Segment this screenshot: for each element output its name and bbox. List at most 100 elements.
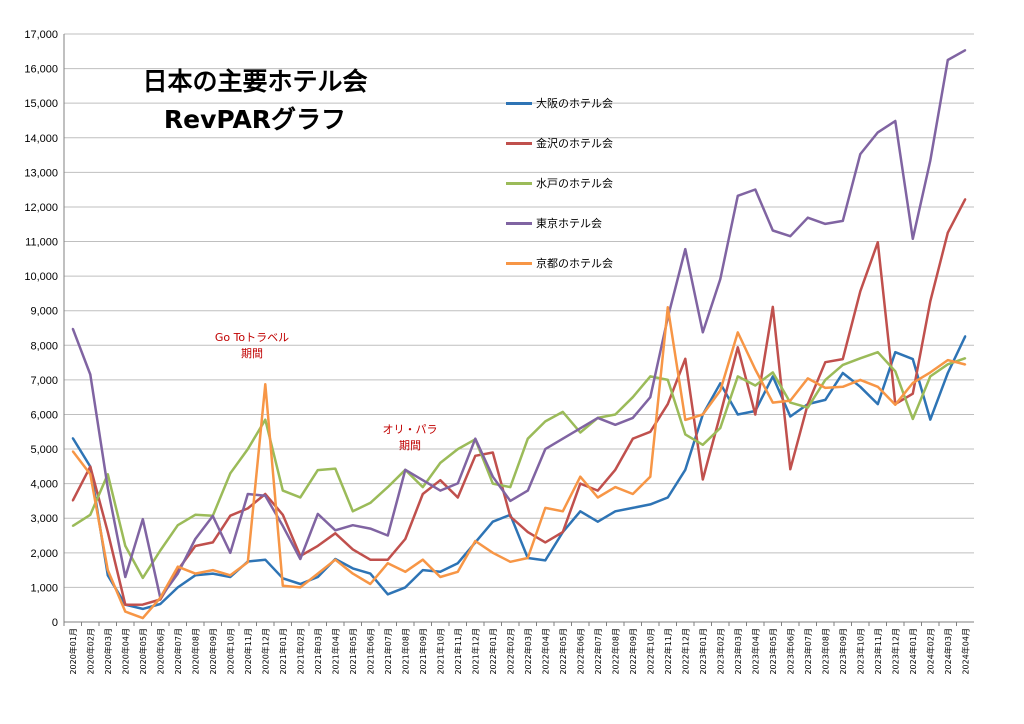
series-lines bbox=[71, 49, 967, 620]
data-point bbox=[666, 378, 669, 381]
data-point bbox=[369, 501, 372, 504]
data-point bbox=[544, 420, 547, 423]
y-tick-label: 15,000 bbox=[24, 98, 58, 110]
x-tick-label: 2022年07月 bbox=[593, 628, 603, 675]
x-tick-label: 2021年10月 bbox=[435, 628, 445, 675]
data-point bbox=[894, 370, 897, 373]
data-point bbox=[509, 499, 512, 502]
x-tick-label: 2023年09月 bbox=[838, 628, 848, 675]
legend-label-osaka: 大阪のホテル会 bbox=[536, 97, 613, 110]
data-point bbox=[456, 570, 459, 573]
y-tick-label: 3,000 bbox=[30, 513, 58, 525]
data-point bbox=[194, 574, 197, 577]
data-point bbox=[404, 586, 407, 589]
legend-swatch-kyoto bbox=[506, 262, 532, 265]
data-point bbox=[631, 493, 634, 496]
data-point bbox=[666, 306, 669, 309]
data-point bbox=[351, 567, 354, 570]
data-point bbox=[71, 327, 74, 330]
data-point bbox=[929, 159, 932, 162]
data-point bbox=[386, 486, 389, 489]
data-point bbox=[71, 450, 74, 453]
data-point bbox=[89, 513, 92, 516]
series-line-0 bbox=[71, 335, 967, 611]
data-point bbox=[649, 430, 652, 433]
y-tick-label: 9,000 bbox=[30, 306, 58, 318]
data-point bbox=[946, 371, 949, 374]
x-tick-label: 2020年01月 bbox=[68, 628, 78, 675]
data-point bbox=[176, 524, 179, 527]
data-point bbox=[229, 514, 232, 517]
data-point bbox=[876, 385, 879, 388]
data-point bbox=[666, 403, 669, 406]
data-point bbox=[386, 534, 389, 537]
data-point bbox=[736, 194, 739, 197]
y-tick-label: 13,000 bbox=[24, 167, 58, 179]
data-point bbox=[281, 513, 284, 516]
data-point bbox=[264, 558, 267, 561]
data-point bbox=[859, 357, 862, 360]
data-point bbox=[176, 565, 179, 568]
data-point bbox=[596, 489, 599, 492]
data-point bbox=[894, 403, 897, 406]
x-tick-label: 2021年04月 bbox=[330, 628, 340, 675]
data-point bbox=[159, 549, 162, 552]
data-point bbox=[299, 558, 302, 561]
y-tick-label: 11,000 bbox=[25, 237, 58, 249]
data-point bbox=[789, 468, 792, 471]
data-point bbox=[526, 489, 529, 492]
data-point bbox=[351, 548, 354, 551]
legend-swatch-osaka bbox=[506, 102, 532, 105]
data-point bbox=[579, 510, 582, 513]
data-point bbox=[106, 531, 109, 534]
data-point bbox=[929, 375, 932, 378]
data-point bbox=[824, 398, 827, 401]
data-point bbox=[824, 222, 827, 225]
data-point bbox=[421, 493, 424, 496]
data-point bbox=[474, 539, 477, 542]
data-point bbox=[911, 381, 914, 384]
data-point bbox=[946, 359, 949, 362]
data-point bbox=[299, 582, 302, 585]
data-point bbox=[579, 427, 582, 430]
x-tick-label: 2023年06月 bbox=[785, 628, 795, 675]
data-point bbox=[754, 384, 757, 387]
data-point bbox=[964, 49, 967, 52]
data-point bbox=[631, 506, 634, 509]
data-point bbox=[789, 399, 792, 402]
x-tick-label: 2020年11月 bbox=[243, 628, 253, 675]
legend-item-tokyo: 東京ホテル会 bbox=[506, 214, 666, 230]
y-tick-label: 17,000 bbox=[24, 29, 58, 41]
data-point bbox=[876, 131, 879, 134]
data-point bbox=[771, 375, 774, 378]
data-point bbox=[369, 572, 372, 575]
legend-item-osaka: 大阪のホテル会 bbox=[506, 94, 666, 110]
data-point bbox=[614, 510, 617, 513]
data-point bbox=[649, 503, 652, 506]
data-point bbox=[806, 216, 809, 219]
x-tick-label: 2020年02月 bbox=[85, 628, 95, 675]
data-point bbox=[754, 188, 757, 191]
data-point bbox=[684, 357, 687, 360]
data-point bbox=[386, 562, 389, 565]
data-point bbox=[211, 569, 214, 572]
data-point bbox=[579, 482, 582, 485]
legend-label-kanazawa: 金沢のホテル会 bbox=[536, 137, 613, 150]
legend-label-mito: 水戸のホテル会 bbox=[536, 177, 613, 190]
data-point bbox=[316, 576, 319, 579]
legend-swatch-tokyo bbox=[506, 222, 532, 225]
data-point bbox=[964, 335, 967, 338]
x-tick-label: 2022年03月 bbox=[523, 628, 533, 675]
data-point bbox=[719, 389, 722, 392]
data-point bbox=[264, 418, 267, 421]
data-point bbox=[194, 572, 197, 575]
x-tick-label: 2023年07月 bbox=[803, 628, 813, 675]
data-point bbox=[211, 541, 214, 544]
data-point bbox=[526, 437, 529, 440]
data-point bbox=[159, 603, 162, 606]
data-point bbox=[684, 418, 687, 421]
x-tick-label: 2021年11月 bbox=[453, 628, 463, 675]
data-point bbox=[264, 494, 267, 497]
data-point bbox=[194, 513, 197, 516]
